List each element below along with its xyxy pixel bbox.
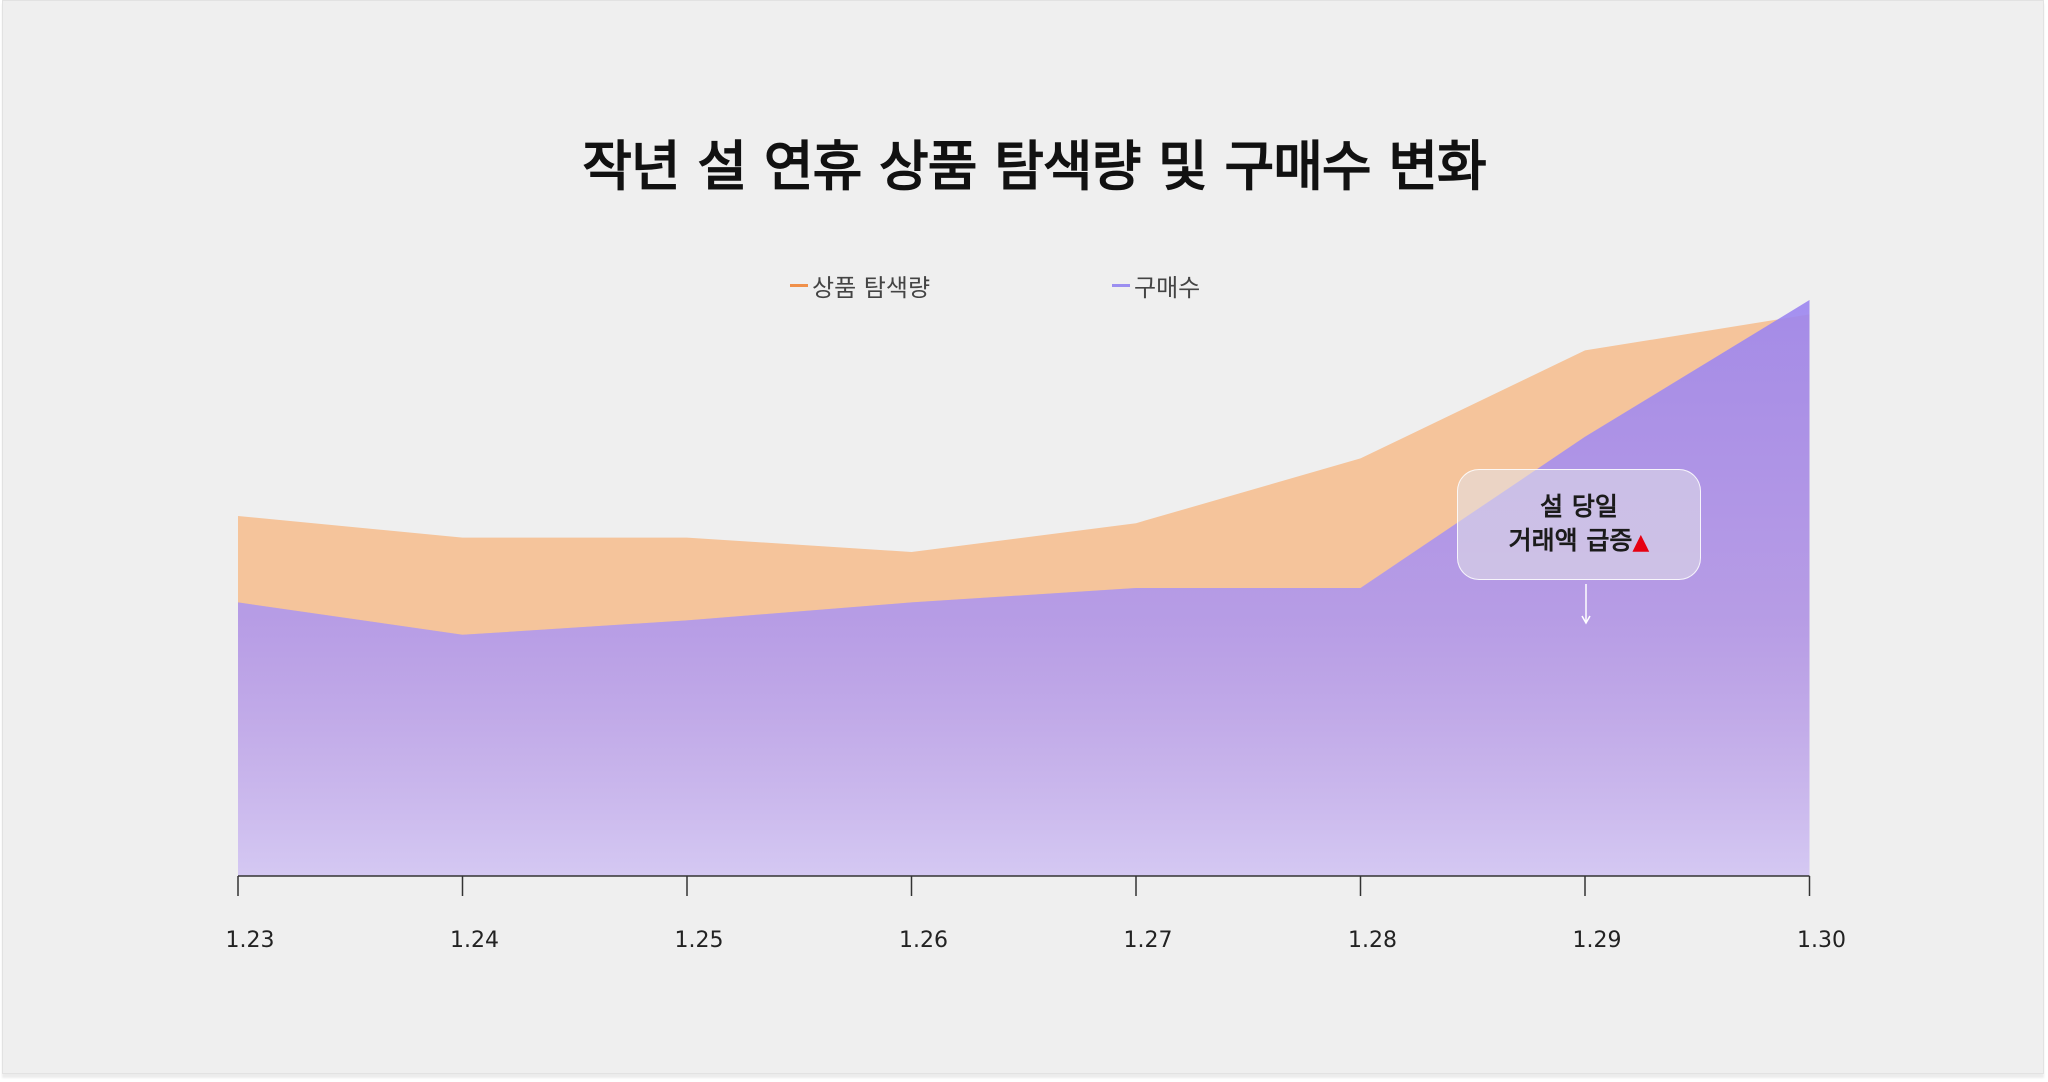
up-triangle-icon: ▲ [1632, 529, 1650, 555]
legend-swatch-search [790, 283, 808, 287]
legend-label-purchase: 구매수 [1134, 273, 1201, 302]
x-tick-label-5: 1.28 [1348, 928, 1397, 953]
series-0-point-6 [1584, 349, 1586, 351]
series-area-fade [238, 300, 1810, 876]
chart-title: 작년 설 연휴 상품 탐색량 및 구매수 변화 [582, 135, 1486, 198]
legend-item-search: 상품 탐색량 [790, 268, 930, 302]
series-0-point-5 [1360, 457, 1362, 459]
x-tick-label-2: 1.25 [675, 928, 724, 953]
annotation-line1: 설 당일 [1540, 491, 1618, 521]
series-0-point-7 [1809, 313, 1811, 315]
legend-swatch-purchase [1112, 283, 1130, 287]
x-tick-label-4: 1.27 [1124, 928, 1173, 953]
series-1-point-0 [237, 601, 239, 603]
legend-label-search: 상품 탐색량 [812, 273, 931, 302]
series-1-point-5 [1360, 587, 1362, 589]
series-1-point-7 [1809, 299, 1811, 301]
x-tick-label-6: 1.29 [1573, 928, 1622, 953]
series-0-point-2 [686, 537, 688, 539]
series-1-point-1 [462, 634, 464, 636]
x-tick-label-0: 1.23 [226, 928, 275, 953]
annotation-callout: 설 당일 거래액 급증▲ [1457, 469, 1701, 580]
annotation-line2: 거래액 급증▲ [1509, 524, 1650, 560]
series-1-point-4 [1135, 587, 1137, 589]
series-0-point-3 [911, 551, 913, 553]
series-0-point-4 [1135, 522, 1137, 524]
x-tick-label-7: 1.30 [1797, 928, 1846, 953]
x-tick-label-3: 1.26 [899, 928, 948, 953]
x-tick-label-1: 1.24 [450, 928, 499, 953]
series-1-point-6 [1584, 436, 1586, 438]
series-1-point-2 [686, 619, 688, 621]
annotation-text: 거래액 급증 [1508, 525, 1633, 555]
legend-item-purchase: 구매수 [1112, 268, 1200, 302]
series-1-point-3 [911, 601, 913, 603]
annotation-arrow-head [1581, 615, 1591, 625]
series-0-point-0 [237, 515, 239, 517]
series-0-point-1 [462, 537, 464, 539]
